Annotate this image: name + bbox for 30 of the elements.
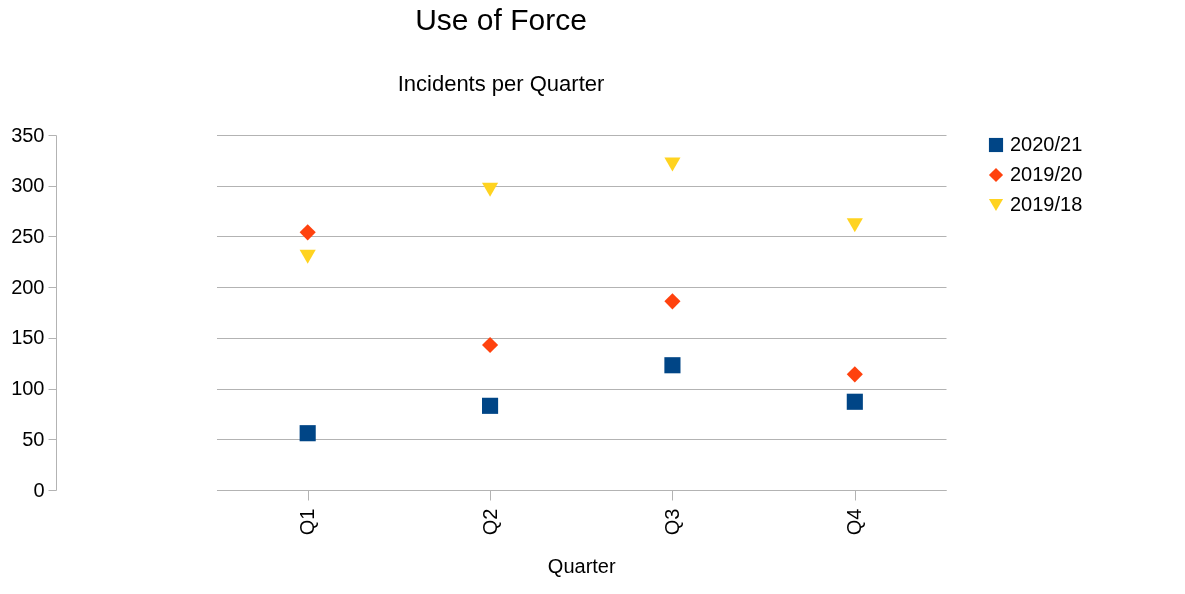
point xyxy=(299,224,316,241)
y-tick-label: 200 xyxy=(11,275,45,298)
x-tick-label: Q1 xyxy=(296,508,319,536)
point xyxy=(482,182,499,197)
point xyxy=(846,218,863,233)
x-tick-label: Q3 xyxy=(660,508,683,536)
legend-label: 2019/18 xyxy=(1010,193,1083,215)
point xyxy=(664,293,681,310)
point xyxy=(482,397,499,414)
y-tick-label: 300 xyxy=(11,174,45,197)
point xyxy=(846,393,863,410)
point xyxy=(664,157,681,172)
y-tick-label: 100 xyxy=(11,377,45,400)
x-tick-label: Q2 xyxy=(478,508,501,536)
point xyxy=(482,336,499,354)
x-tick-label: Q4 xyxy=(843,508,866,536)
point xyxy=(664,357,681,374)
y-tick-label: 250 xyxy=(11,224,45,247)
x-axis-title: Quarter xyxy=(547,555,616,578)
y-tick-label: 350 xyxy=(11,123,45,146)
y-tick-label: 0 xyxy=(33,478,45,501)
point xyxy=(846,366,863,383)
legend-label: 2020/21 xyxy=(1010,133,1083,155)
point xyxy=(299,425,316,442)
chart-subtitle: Incidents per Quarter xyxy=(397,71,605,96)
legend-label: 2019/20 xyxy=(1010,163,1083,185)
y-tick-label: 50 xyxy=(22,427,45,450)
point xyxy=(299,249,316,264)
chart-title: Use of Force xyxy=(415,3,587,36)
y-tick-label: 150 xyxy=(11,326,45,349)
